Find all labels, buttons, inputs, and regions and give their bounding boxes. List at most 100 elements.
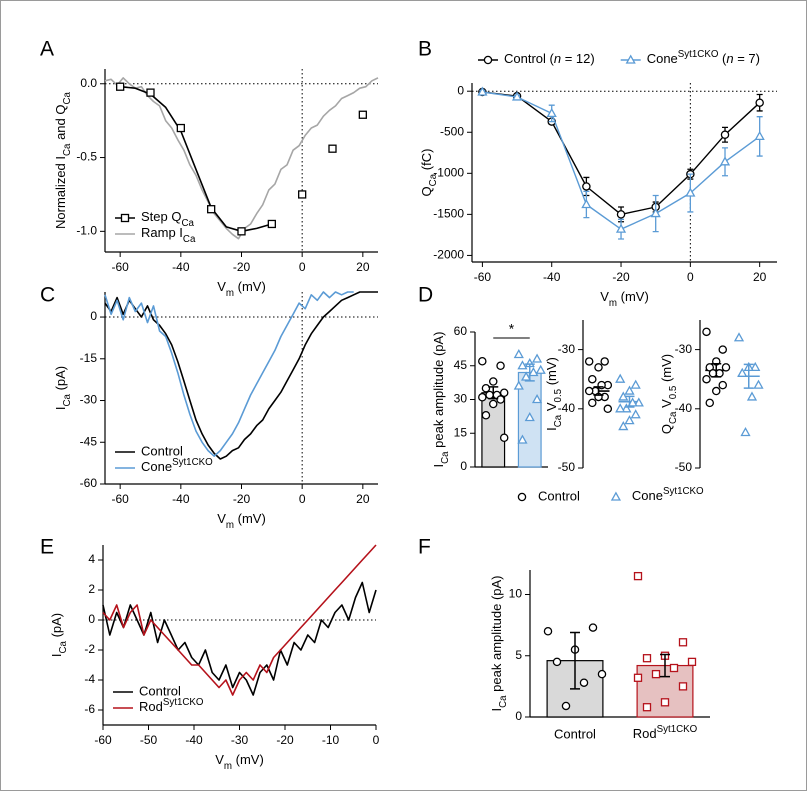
marker (358, 110, 367, 119)
text-part: Syt1CKO (663, 486, 704, 497)
text-part: (mV) (659, 354, 674, 386)
text-part: Cone (141, 459, 172, 474)
y-tick-label: -15 (80, 351, 98, 365)
marker (627, 397, 638, 407)
error-bar (488, 386, 499, 400)
y-tick-label: -40 (558, 401, 576, 415)
marker (588, 623, 598, 632)
y-tick-label: 5 (515, 648, 522, 662)
x-tick-label: -40 (543, 270, 561, 284)
marker (685, 187, 696, 197)
marker (702, 374, 711, 384)
marker (610, 491, 622, 501)
marker (630, 409, 641, 419)
marker (615, 373, 626, 383)
marker (478, 356, 487, 366)
text-part: peak amplitude (pA) (489, 575, 504, 695)
y-tick-label: 0 (457, 83, 464, 97)
text-part: Step Q (141, 209, 181, 224)
text-part: Cone (647, 51, 678, 66)
marker (678, 682, 688, 691)
marker (517, 434, 528, 444)
text-part: I (544, 427, 559, 431)
x-tick-label: -10 (322, 733, 340, 747)
text-part: and Q (53, 105, 68, 144)
marker (642, 654, 652, 663)
x-tick-label: Control (554, 726, 596, 741)
text-part: Ca (428, 173, 439, 186)
marker (625, 54, 636, 64)
trace (102, 544, 377, 696)
marker (720, 130, 730, 139)
legend-label: ConeSyt1CKO (141, 457, 213, 474)
text-part: m (226, 288, 234, 299)
marker (621, 403, 632, 413)
y-axis-label: ICa (pA) (53, 366, 73, 410)
marker (633, 673, 643, 682)
marker (597, 669, 607, 679)
y-tick-label: 0 (88, 612, 95, 626)
text-part: Rod (139, 699, 163, 714)
trace (120, 85, 273, 233)
significance-label: * (509, 321, 515, 337)
y-tick-label: -30 (80, 393, 98, 407)
marker (517, 492, 527, 502)
marker (702, 327, 711, 337)
marker (718, 345, 728, 354)
x-tick-label: 0 (687, 270, 694, 284)
text-part: Ca (668, 411, 679, 424)
x-axis-label: Vm (mV) (217, 511, 266, 531)
text-part: Ca (440, 451, 451, 464)
marker (481, 410, 491, 420)
text-part: Syt1CKO (678, 49, 719, 60)
marker (298, 190, 307, 199)
y-axis-label: ICa peak amplitude (pA) (489, 575, 509, 711)
y-tick-label: -1000 (433, 165, 464, 179)
marker (485, 390, 494, 400)
text-part: Ca (181, 218, 194, 229)
text-part: (mV) (234, 279, 266, 294)
marker (237, 227, 246, 236)
x-axis-label: Vm (mV) (215, 752, 264, 772)
marker (753, 379, 764, 389)
y-tick-label: -4 (84, 672, 95, 686)
legend-label: Ramp ICa (141, 225, 196, 245)
text-part: Syt1CKO (172, 457, 213, 468)
text-part: (pA) (53, 366, 68, 394)
marker (488, 399, 498, 409)
marker (581, 198, 592, 209)
marker (705, 398, 715, 408)
text-part: (mV) (544, 357, 559, 389)
marker (546, 107, 557, 118)
marker (513, 348, 524, 359)
marker (633, 397, 644, 407)
legend-label: Control (141, 443, 183, 458)
marker (528, 366, 539, 377)
x-tick-label: 0 (299, 260, 306, 274)
marker (584, 357, 594, 366)
text-part: Q (659, 424, 674, 434)
text-part: Cone (632, 488, 663, 503)
x-tick-label: -30 (231, 733, 249, 747)
y-tick-label: -1500 (433, 207, 464, 221)
marker (624, 415, 635, 425)
error-bar (570, 631, 580, 690)
y-axis-label: QCa (fC) (419, 149, 439, 197)
marker (535, 364, 546, 374)
marker (737, 367, 748, 377)
text-part: Ca (183, 234, 196, 245)
marker (746, 391, 758, 401)
text-part: (mV) (234, 511, 266, 526)
marker (594, 363, 603, 372)
text-part: n (554, 51, 561, 66)
marker (120, 213, 130, 223)
marker (650, 208, 661, 218)
marker (616, 210, 626, 219)
marker (718, 380, 728, 390)
x-tick-label: -40 (172, 492, 190, 506)
x-tick-label: 20 (356, 492, 370, 506)
y-tick-label: 0 (460, 459, 467, 473)
marker (712, 386, 721, 396)
